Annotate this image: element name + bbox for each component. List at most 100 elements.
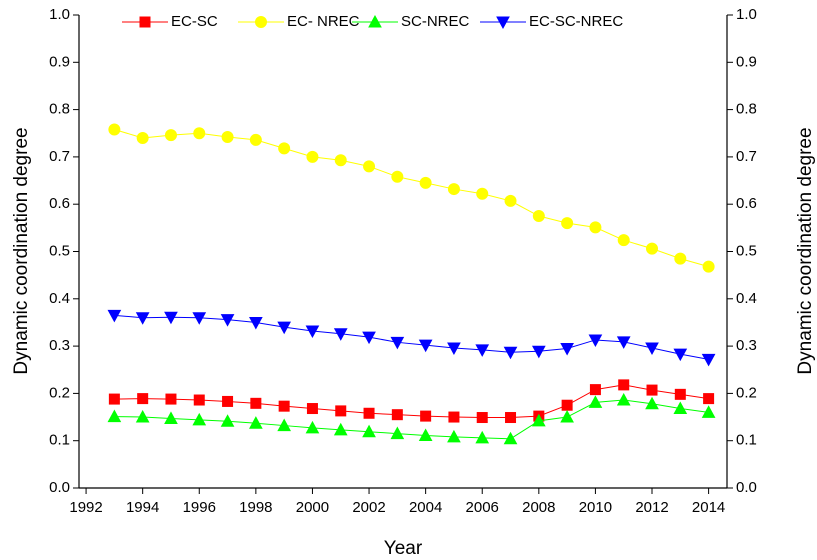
marker — [305, 420, 320, 434]
y2-tick-label: 0.7 — [736, 148, 757, 165]
x-tick-label: 2002 — [352, 499, 385, 516]
marker — [588, 395, 603, 408]
marker — [447, 429, 461, 443]
y-tick-label: 0.1 — [49, 432, 70, 449]
x-axis-title: Year — [384, 538, 423, 559]
marker — [420, 410, 432, 422]
marker — [255, 16, 267, 28]
marker — [532, 210, 545, 223]
marker — [139, 16, 151, 28]
legend-text: SC-NREC — [401, 13, 470, 30]
marker — [589, 221, 602, 234]
marker — [107, 309, 122, 323]
marker — [277, 321, 291, 335]
x-tick-label: 1992 — [69, 499, 102, 516]
marker — [496, 16, 510, 30]
marker — [531, 345, 546, 359]
y-tick-label: 0.2 — [49, 384, 70, 401]
marker — [674, 388, 686, 400]
y-tick-label: 0.4 — [49, 290, 70, 307]
x-tick-label: 2004 — [409, 499, 442, 516]
marker — [560, 410, 574, 423]
y2-tick-label: 0.8 — [736, 101, 757, 118]
marker — [447, 183, 460, 196]
marker — [674, 252, 687, 265]
y-tick-label: 0.3 — [49, 337, 70, 354]
marker — [447, 342, 461, 356]
marker — [418, 339, 433, 353]
y2-axis-title: Dynamic coordination degree — [795, 127, 816, 374]
marker — [363, 160, 376, 173]
marker — [476, 187, 489, 200]
marker — [220, 414, 235, 427]
y-tick-label: 0.6 — [49, 195, 70, 212]
y2-tick-label: 0.9 — [736, 53, 757, 70]
marker — [618, 379, 630, 391]
marker — [362, 424, 376, 438]
x-tick-label: 1994 — [126, 499, 159, 516]
marker — [645, 396, 659, 410]
y-tick-label: 0.7 — [49, 148, 70, 165]
marker — [135, 410, 150, 423]
y-axis-title: Dynamic coordination degree — [11, 127, 32, 374]
legend-text: EC- NREC — [287, 13, 360, 30]
marker — [589, 384, 601, 396]
marker — [390, 426, 405, 440]
marker — [305, 325, 320, 339]
y2-tick-label: 0.6 — [736, 195, 757, 212]
marker — [390, 336, 405, 350]
marker — [475, 344, 490, 357]
marker — [306, 150, 319, 163]
marker — [617, 234, 630, 247]
y-tick-label: 0.8 — [49, 101, 70, 118]
y2-tick-label: 0.2 — [736, 384, 757, 401]
x-tick-label: 1996 — [183, 499, 216, 516]
y2-tick-label: 0.4 — [736, 290, 757, 307]
y2-tick-label: 0.3 — [736, 337, 757, 354]
y2-tick-label: 1.0 — [736, 6, 757, 23]
y-tick-label: 1.0 — [49, 6, 70, 23]
marker — [588, 334, 603, 347]
marker — [505, 412, 517, 424]
marker — [701, 353, 716, 367]
marker — [222, 395, 234, 407]
marker — [362, 331, 376, 345]
marker — [616, 392, 631, 406]
x-tick-label: 2010 — [579, 499, 612, 516]
marker — [277, 418, 291, 432]
legend-text: EC-SC-NREC — [529, 13, 623, 30]
marker — [192, 312, 207, 325]
marker — [108, 393, 120, 405]
marker — [306, 403, 318, 415]
marker — [335, 405, 347, 417]
x-tick-label: 2000 — [296, 499, 329, 516]
marker — [108, 123, 121, 136]
series-line — [114, 128, 709, 268]
marker — [193, 394, 205, 406]
marker — [363, 407, 375, 419]
marker — [278, 400, 290, 412]
series-line — [114, 399, 709, 440]
marker — [646, 384, 658, 396]
marker — [448, 411, 460, 423]
marker — [249, 416, 263, 429]
marker — [249, 133, 262, 146]
x-tick-label: 2006 — [466, 499, 499, 516]
marker — [221, 131, 234, 144]
marker — [249, 316, 263, 330]
series-line — [114, 314, 709, 360]
marker — [250, 397, 262, 409]
marker — [645, 342, 659, 356]
marker — [673, 401, 688, 415]
x-tick-label: 2008 — [522, 499, 555, 516]
marker — [503, 346, 518, 360]
marker — [220, 314, 235, 327]
marker — [193, 127, 206, 140]
marker — [136, 131, 149, 144]
marker — [673, 348, 688, 362]
marker — [192, 412, 207, 426]
marker — [419, 176, 432, 189]
marker — [333, 328, 348, 341]
marker — [475, 430, 490, 444]
